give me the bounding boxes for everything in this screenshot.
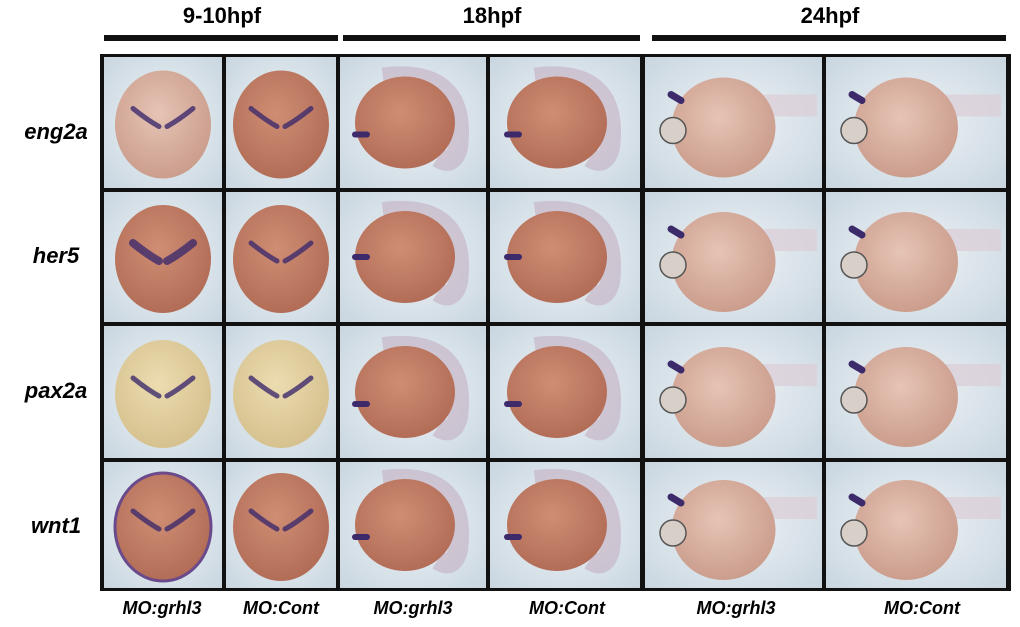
embryo-image — [226, 326, 336, 458]
eye — [659, 386, 687, 414]
condition-label: MO:Cont — [529, 598, 606, 618]
embryo — [671, 77, 776, 178]
embryo — [507, 479, 607, 571]
embryo-image — [645, 192, 822, 322]
embryo-image — [104, 192, 222, 322]
stain — [248, 240, 314, 264]
embryo — [671, 480, 776, 580]
embryo — [113, 471, 213, 583]
embryo — [355, 76, 455, 169]
embryo-image — [340, 462, 486, 588]
embryo-image — [645, 57, 822, 188]
embryo-image — [826, 57, 1006, 188]
embryo-tail — [533, 468, 621, 574]
condition-label: MO:Cont — [243, 598, 320, 618]
eye — [659, 519, 687, 547]
embryo-image — [645, 326, 822, 458]
embryo — [507, 346, 607, 438]
embryo-image — [226, 462, 336, 588]
stain — [667, 225, 685, 239]
eye — [659, 116, 687, 145]
stage-bar — [652, 35, 1006, 41]
embryo — [854, 347, 958, 447]
stage-label: 9-10hpf — [183, 3, 262, 28]
stage-bars — [104, 35, 1006, 41]
stain — [248, 375, 314, 399]
embryo — [115, 340, 211, 448]
embryo-image — [490, 57, 640, 188]
embryo-image — [826, 192, 1006, 322]
condition-label: MO:grhl3 — [697, 598, 776, 618]
stain — [667, 91, 685, 104]
embryo-image — [340, 326, 486, 458]
embryo — [115, 70, 211, 179]
stain — [130, 375, 196, 399]
stain — [248, 508, 314, 532]
eye — [840, 519, 868, 547]
embryo — [355, 346, 455, 438]
embryo — [671, 212, 776, 312]
embryo — [854, 480, 958, 580]
embryo-image — [104, 57, 222, 188]
embryo — [854, 212, 958, 312]
embryo-tail — [533, 66, 621, 171]
stage-label: 18hpf — [463, 3, 522, 28]
embryo-image — [826, 326, 1006, 458]
gene-label: wnt1 — [31, 513, 81, 538]
gene-label: her5 — [33, 243, 80, 268]
gene-label: pax2a — [24, 378, 87, 403]
embryo — [355, 211, 455, 303]
embryo — [854, 77, 958, 178]
stain — [667, 360, 685, 374]
embryo-image — [104, 326, 222, 458]
embryo-image — [226, 192, 336, 322]
embryo-image — [340, 192, 486, 322]
embryo-image — [226, 57, 336, 188]
stain — [130, 508, 196, 532]
stain — [248, 106, 314, 129]
embryo-image — [490, 192, 640, 322]
embryo-image — [340, 57, 486, 188]
stain — [848, 493, 866, 507]
embryo — [507, 211, 607, 303]
embryo-tail — [533, 200, 621, 306]
eye — [840, 116, 868, 145]
embryo-tail — [381, 200, 469, 306]
stain — [129, 239, 197, 265]
stain — [848, 225, 866, 239]
stain — [848, 91, 866, 104]
condition-label: MO:Cont — [884, 598, 961, 618]
embryo-tail — [381, 66, 469, 171]
embryo-tail — [381, 335, 469, 441]
embryo — [671, 347, 776, 447]
stage-bar — [104, 35, 338, 41]
embryo-image — [645, 462, 822, 588]
embryo-image — [490, 462, 640, 588]
eye — [659, 251, 687, 279]
embryo — [233, 70, 329, 179]
embryo-image — [490, 326, 640, 458]
stain — [130, 106, 196, 129]
condition-label: MO:grhl3 — [374, 598, 453, 618]
embryo — [233, 205, 329, 313]
embryo — [355, 479, 455, 571]
stage-bar — [343, 35, 640, 41]
embryo-tail — [381, 468, 469, 574]
stain — [667, 493, 685, 507]
eye — [840, 386, 868, 414]
eye — [840, 251, 868, 279]
embryo — [507, 76, 607, 169]
stain — [848, 360, 866, 374]
image-grid — [104, 57, 1006, 588]
stage-label: 24hpf — [801, 3, 860, 28]
embryo — [233, 473, 329, 581]
condition-label: MO:grhl3 — [123, 598, 202, 618]
gene-label: eng2a — [24, 119, 88, 144]
embryo — [233, 340, 329, 448]
embryo-image — [104, 462, 222, 588]
embryo-image — [826, 462, 1006, 588]
embryo-tail — [533, 335, 621, 441]
embryo — [115, 205, 211, 313]
